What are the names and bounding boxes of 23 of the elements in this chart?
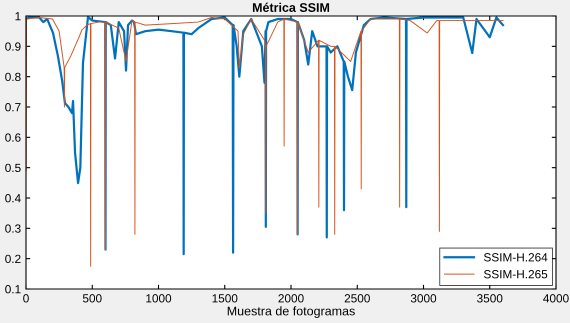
y-tick-label: 0.8	[5, 72, 21, 82]
x-tick-label: 3000	[410, 294, 436, 303]
chart-title: Métrica SSIM	[252, 2, 330, 12]
y-tick-label: 0.2	[5, 254, 21, 264]
y-tick-label: 0.7	[5, 103, 21, 112]
y-tick-label: 0.5	[5, 164, 21, 172]
x-tick-label: 4000	[543, 294, 569, 303]
y-tick-label: 0.4	[5, 194, 21, 202]
y-tick-label: 0.9	[5, 42, 21, 51]
legend-label: SSIM-H.265	[484, 270, 548, 278]
x-tick-label: 3500	[477, 294, 502, 303]
y-tick-label: 0.1	[5, 285, 21, 294]
x-tick-label: 2500	[344, 294, 370, 303]
y-tick-label: 0.3	[5, 224, 21, 233]
x-axis-title: Muestra de fotogramas	[228, 306, 355, 318]
y-tick-label: 0.6	[5, 133, 21, 142]
x-tick-label: 1500	[212, 294, 238, 303]
legend-label: SSIM-H.264	[484, 253, 548, 262]
x-tick-label: 2000	[278, 294, 304, 303]
x-tick-label: 500	[82, 294, 102, 303]
x-tick-label: 0	[23, 294, 29, 303]
x-tick-label: 1000	[146, 294, 172, 303]
y-tick-label: 1	[15, 12, 21, 20]
